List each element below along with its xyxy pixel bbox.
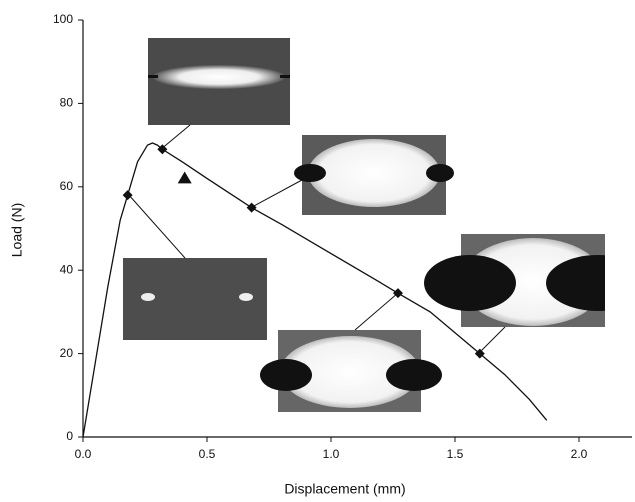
y-tick-label: 0 <box>66 429 73 443</box>
y-tick-label: 20 <box>60 346 74 360</box>
y-tick-label: 100 <box>53 12 73 26</box>
y-tick-label: 80 <box>60 96 74 110</box>
triangle-marker <box>177 171 192 184</box>
diamond-marker <box>157 144 168 155</box>
x-tick-label: 1.0 <box>323 447 340 461</box>
x-tick-label: 1.5 <box>447 447 464 461</box>
x-tick-label: 2.0 <box>571 447 588 461</box>
diamond-marker <box>392 288 403 299</box>
y-tick-label: 40 <box>60 262 74 276</box>
y-axis-label: Load (N) <box>9 203 25 257</box>
x-tick-label: 0.5 <box>199 447 216 461</box>
diamond-marker <box>122 190 133 201</box>
y-tick-label: 60 <box>60 179 74 193</box>
load-curve <box>82 142 548 438</box>
x-tick-label: 0.0 <box>75 447 92 461</box>
diamond-marker <box>246 202 257 213</box>
x-axis-label: Displacement (mm) <box>284 481 405 497</box>
inset-images <box>123 38 635 412</box>
diamond-marker <box>474 348 485 359</box>
